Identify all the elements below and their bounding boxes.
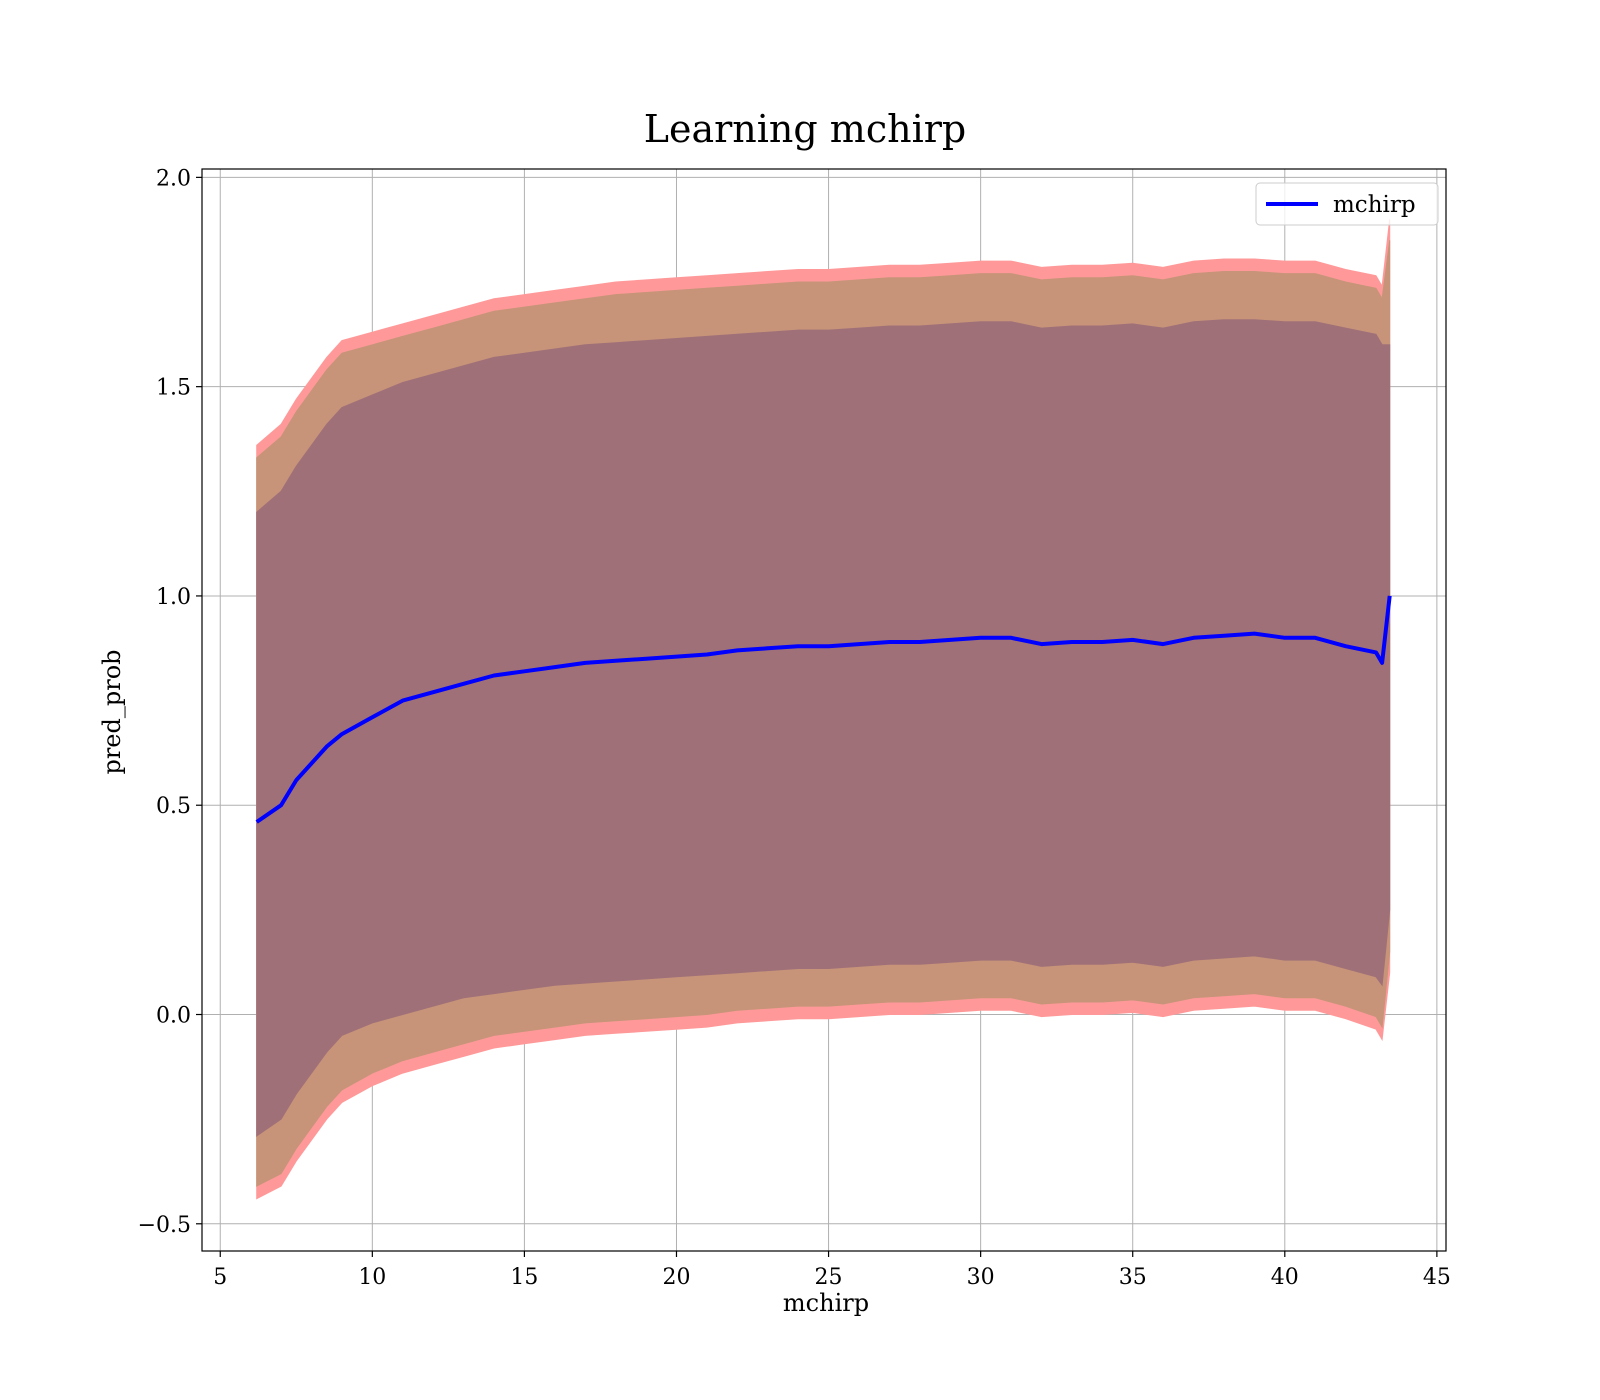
x-tick-label-7: 40 bbox=[1271, 1265, 1299, 1290]
band-inner bbox=[256, 319, 1391, 1137]
y-tick-label-0: −0.5 bbox=[138, 1213, 191, 1238]
y-tick-label-5: 2.0 bbox=[156, 166, 191, 191]
band-layer bbox=[256, 219, 1391, 1200]
x-tick-label-2: 15 bbox=[510, 1265, 538, 1290]
y-tick-label-2: 0.5 bbox=[156, 794, 191, 819]
legend: mchirp bbox=[1255, 182, 1439, 226]
y-tick-label-1: 0.0 bbox=[156, 1004, 191, 1029]
x-tick-label-1: 10 bbox=[358, 1265, 386, 1290]
x-tick-label-8: 45 bbox=[1423, 1265, 1451, 1290]
plot-frame bbox=[201, 168, 1447, 1252]
chart-title: Learning mchirp bbox=[644, 107, 966, 151]
y-axis-label: pred_prob bbox=[98, 649, 126, 774]
x-tick-label-4: 25 bbox=[815, 1265, 843, 1290]
x-axis-label: mchirp bbox=[783, 1289, 869, 1317]
x-tick-label-5: 30 bbox=[967, 1265, 995, 1290]
line-layer bbox=[255, 595, 1392, 824]
tick-layer: 5 10 15 20 25 30 35 40 45 −0.5 0.0 0.5 1.0 1.5 2.0 bbox=[138, 166, 1451, 1290]
x-tick-label-3: 20 bbox=[662, 1265, 690, 1290]
legend-box bbox=[1255, 182, 1439, 226]
x-tick-label-0: 5 bbox=[213, 1265, 227, 1290]
y-tick-label-3: 1.0 bbox=[156, 585, 191, 610]
series-line-mchirp bbox=[255, 595, 1392, 824]
x-tick-label-6: 35 bbox=[1119, 1265, 1147, 1290]
y-tick-label-4: 1.5 bbox=[156, 376, 191, 401]
legend-entry-label: mchirp bbox=[1333, 192, 1416, 218]
